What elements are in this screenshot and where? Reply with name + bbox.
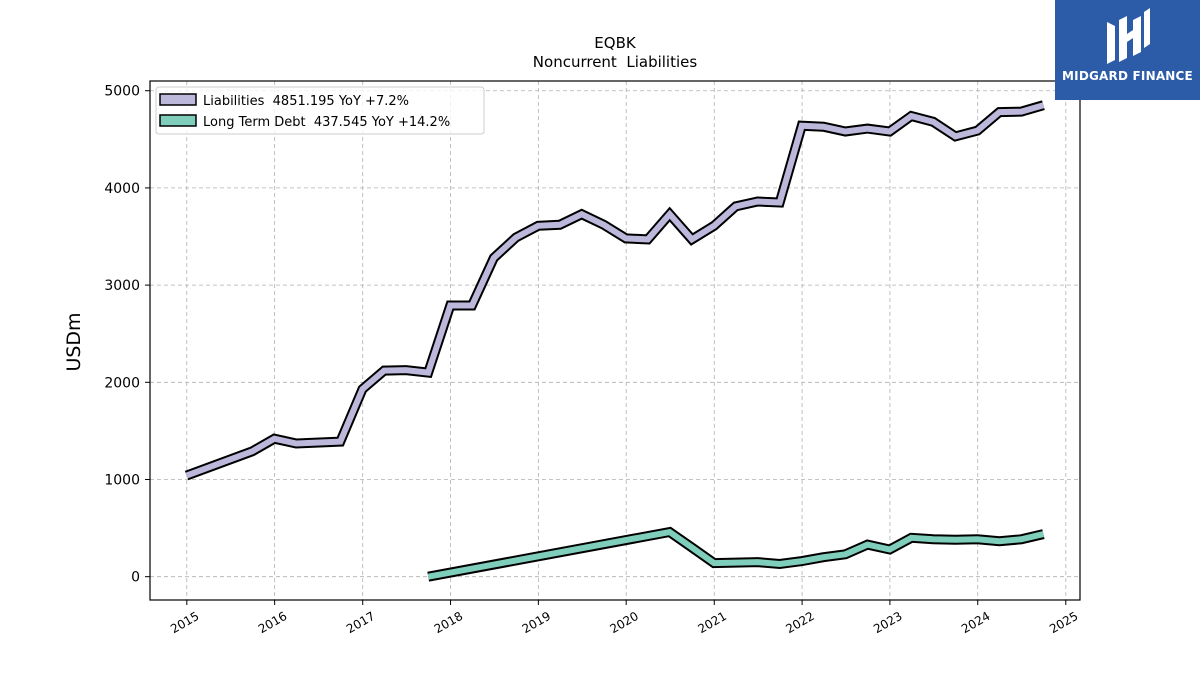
x-tick-label: 2021: [696, 609, 729, 636]
x-tick-label: 2024: [959, 609, 992, 636]
plot-frame: [149, 80, 1081, 601]
chart-title: EQBK: [594, 34, 637, 52]
series-line-liabilities: [185, 102, 1045, 479]
midgard-logo-icon: [1107, 8, 1150, 64]
series-layer: [184, 100, 1045, 582]
chart-subtitle: Noncurrent Liabilities: [533, 53, 698, 71]
y-tick-label: 4000: [104, 181, 140, 197]
x-tick-label: 2022: [783, 609, 816, 636]
tick-layer: 2015 2016 2017 2018 2019 2020 2021 2022 2023 2024…: [104, 84, 1080, 637]
legend-item-long-term-debt: Long Term Debt 437.545 YoY +14.2%: [159, 114, 450, 130]
legend-box: [155, 86, 485, 135]
y-axis-label: USDm: [63, 312, 85, 371]
x-tick-label: 2016: [256, 609, 289, 636]
x-tick-label: 2018: [432, 609, 465, 636]
legend-item-liabilities: Liabilities 4851.195 YoY +7.2%: [159, 93, 409, 109]
logo: MIDGARD FINANCE: [1055, 0, 1200, 100]
logo-text: MIDGARD FINANCE: [1062, 69, 1193, 83]
legend-label-long-term-debt: Long Term Debt 437.545 YoY +14.2%: [203, 115, 450, 130]
x-tick-label: 2019: [520, 609, 553, 636]
y-tick-label: 3000: [104, 278, 140, 294]
y-tick-label: 5000: [104, 84, 140, 100]
series-outline-liabilities: [184, 100, 1045, 481]
legend-swatch-liabilities: [159, 93, 197, 106]
y-tick-label: 1000: [104, 472, 140, 488]
y-tick-label: 2000: [104, 375, 140, 391]
legend-label-liabilities: Liabilities 4851.195 YoY +7.2%: [203, 94, 409, 109]
x-tick-label: 2023: [871, 609, 904, 636]
series-line-long-term-debt: [427, 528, 1045, 580]
x-tick-label: 2025: [1047, 609, 1080, 636]
legend: Liabilities 4851.195 YoY +7.2% Long Term…: [155, 86, 485, 135]
y-tick-label: 0: [131, 570, 140, 586]
x-tick-label: 2020: [607, 609, 640, 636]
x-tick-label: 2015: [168, 609, 201, 636]
x-tick-label: 2017: [344, 609, 377, 636]
grid: [150, 81, 1080, 600]
legend-swatch-long-term-debt: [159, 114, 197, 127]
